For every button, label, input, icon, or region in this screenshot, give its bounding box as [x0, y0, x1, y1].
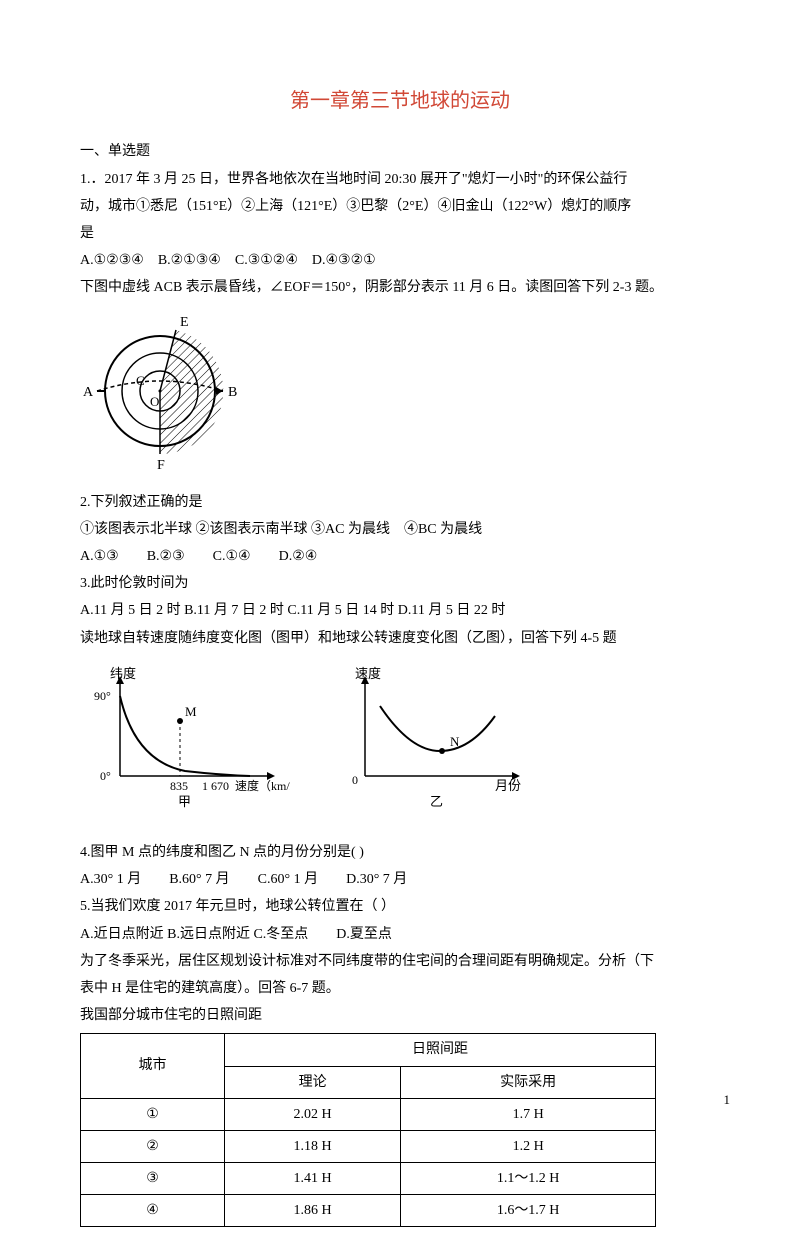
table-row: ③ 1.41 H 1.1～1.2 H [81, 1163, 656, 1195]
table-row: ① 2.02 H 1.7 H [81, 1098, 656, 1130]
svg-text:90°: 90° [94, 689, 111, 703]
table-row: ④ 1.86 H 1.6～1.7 H [81, 1195, 656, 1227]
chart-jia: 纬度 90° 0° 835 1 670 速度（km/h） M 甲 [80, 666, 290, 825]
label-B: B [228, 385, 237, 400]
th-theory: 理论 [224, 1066, 400, 1098]
svg-text:1 670: 1 670 [202, 779, 229, 793]
q6-7-intro-line2: 表中 H 是住宅的建筑高度）。回答 6-7 题。 [80, 976, 720, 1001]
chart-yi: 速度 0 月份 N 乙 [330, 666, 540, 825]
section-heading: 一、单选题 [80, 139, 720, 164]
polar-diagram: E F A B O C [80, 311, 720, 480]
sunlight-distance-table: 城市 日照间距 理论 实际采用 ① 2.02 H 1.7 H ② 1.18 H … [80, 1033, 656, 1227]
label-A: A [83, 385, 94, 400]
q6-7-intro-line1: 为了冬季采光，居住区规划设计标准对不同纬度带的住宅间的合理间距有明确规定。分析（… [80, 949, 720, 974]
q1-options: A.①②③④ B.②①③④ C.③①②④ D.④③②① [80, 248, 720, 273]
svg-text:甲: 甲 [178, 794, 191, 809]
label-O: O [150, 394, 159, 409]
q4-5-intro: 读地球自转速度随纬度变化图（图甲）和地球公转速度变化图（乙图），回答下列 4-5… [80, 626, 720, 651]
q1-line3: 是 [80, 221, 720, 246]
svg-text:0°: 0° [100, 769, 111, 783]
q3-stem: 3.此时伦敦时间为 [80, 571, 720, 596]
q5-stem: 5.当我们欢度 2017 年元旦时，地球公转位置在（ ） [80, 894, 720, 919]
table-caption: 我国部分城市住宅的日照间距 [80, 1003, 720, 1028]
q1-line2: 动，城市①悉尼（151°E）②上海（121°E）③巴黎（2°E）④旧金山（122… [80, 194, 720, 219]
q1-line1: 1.．2017 年 3 月 25 日，世界各地依次在当地时间 20:30 展开了… [80, 167, 720, 192]
q4-options: A.30° 1 月 B.60° 7 月 C.60° 1 月 D.30° 7 月 [80, 867, 720, 892]
th-city: 城市 [81, 1034, 225, 1098]
label-E: E [180, 315, 189, 330]
svg-text:M: M [185, 704, 197, 719]
svg-text:纬度: 纬度 [110, 666, 136, 681]
q5-options: A.近日点附近 B.远日点附近 C.冬至点 D.夏至点 [80, 922, 720, 947]
svg-text:速度（km/h）: 速度（km/h） [235, 778, 290, 793]
svg-text:835: 835 [170, 779, 188, 793]
svg-text:月份: 月份 [495, 778, 521, 793]
svg-text:乙: 乙 [430, 794, 443, 809]
table-row: ② 1.18 H 1.2 H [81, 1130, 656, 1162]
svg-text:N: N [450, 734, 460, 749]
q3-options: A.11 月 5 日 2 时 B.11 月 7 日 2 时 C.11 月 5 日… [80, 598, 720, 623]
svg-text:速度: 速度 [355, 666, 381, 681]
q2-stem: 2.下列叙述正确的是 [80, 490, 720, 515]
page-title: 第一章第三节地球的运动 [80, 83, 720, 119]
q4-stem: 4.图甲 M 点的纬度和图乙 N 点的月份分别是( ) [80, 840, 720, 865]
q2-3-intro: 下图中虚线 ACB 表示晨昏线，∠EOF＝150°，阴影部分表示 11 月 6 … [80, 275, 720, 300]
th-sun: 日照间距 [224, 1034, 655, 1066]
label-C: C [136, 373, 145, 388]
label-F: F [157, 458, 165, 471]
q2-subopts: ①该图表示北半球 ②该图表示南半球 ③AC 为晨线 ④BC 为晨线 [80, 517, 720, 542]
svg-text:0: 0 [352, 773, 358, 787]
page-number: 1 [724, 1088, 731, 1111]
th-actual: 实际采用 [401, 1066, 656, 1098]
q2-options: A.①③ B.②③ C.①④ D.②④ [80, 544, 720, 569]
